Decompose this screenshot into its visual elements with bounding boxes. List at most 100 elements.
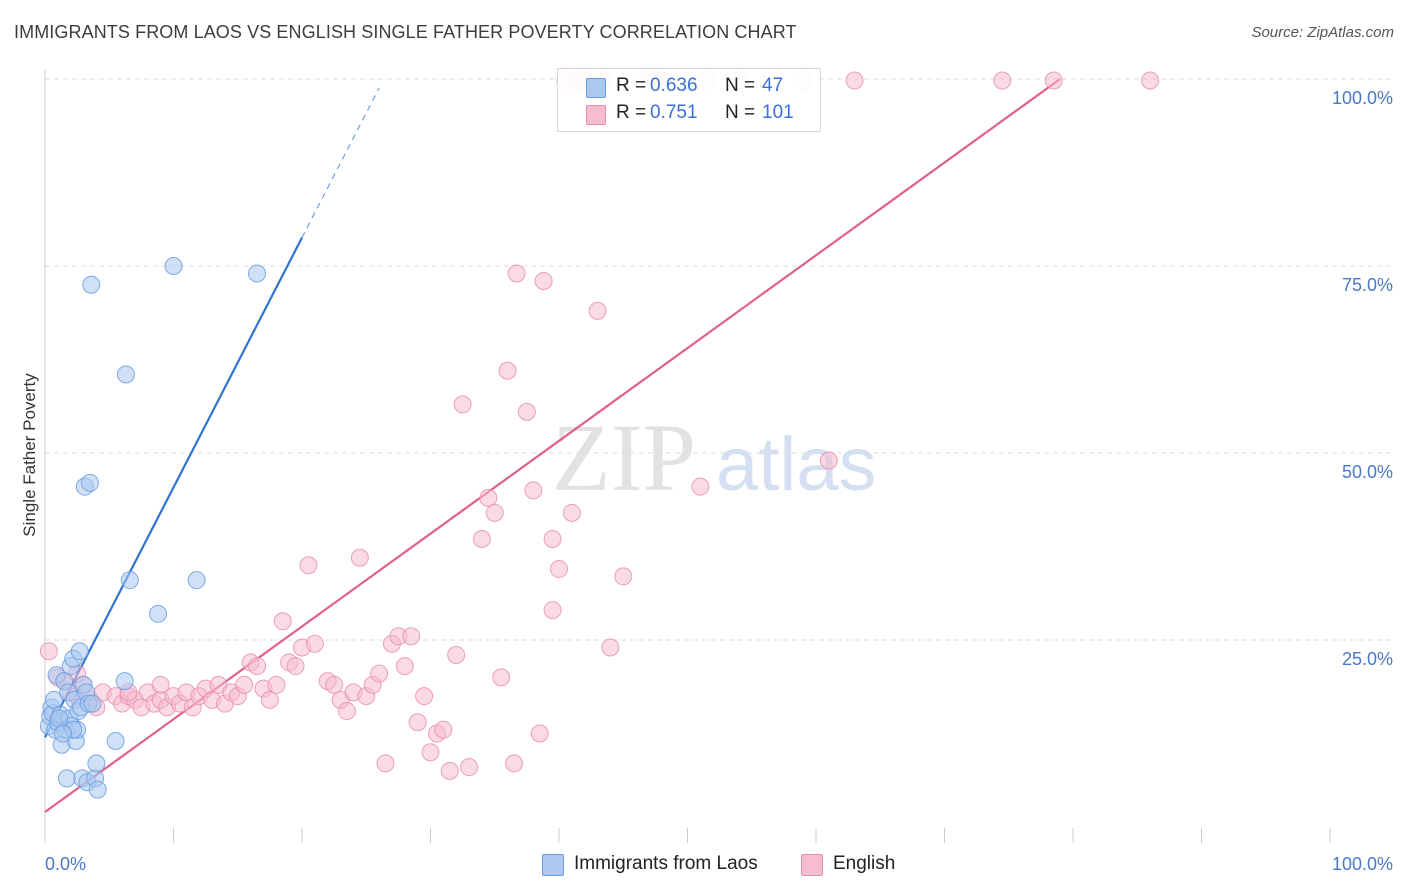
watermark-atlas: atlas xyxy=(716,422,877,507)
scatter-point-english xyxy=(325,675,344,694)
scatter-point-english xyxy=(260,690,279,709)
scatter-point-laos xyxy=(70,642,89,661)
scatter-point-english xyxy=(453,395,472,414)
scatter-point-laos xyxy=(115,672,134,691)
scatter-point-english xyxy=(248,657,267,676)
scatter-point-laos xyxy=(83,694,102,713)
legend-r-value: 0.751 xyxy=(650,102,698,123)
legend-row-english: R = 0.751 N = 101 xyxy=(558,100,820,128)
scatter-point-english xyxy=(492,668,511,687)
scatter-point-english xyxy=(1044,71,1063,90)
scatter-point-laos xyxy=(53,724,72,743)
scatter-point-english xyxy=(588,301,607,320)
axis-layer: 25.0% 50.0% 75.0% 100.0% 0.0% 100.0% xyxy=(44,70,1393,874)
scatter-point-english xyxy=(337,702,356,721)
source-attribution: Source: ZipAtlas.com xyxy=(1251,24,1394,41)
scatter-point-english xyxy=(479,488,498,507)
scatter-point-laos xyxy=(187,571,206,590)
scatter-point-english xyxy=(440,761,459,780)
legend-swatch-pink xyxy=(586,105,606,125)
scatter-point-english xyxy=(376,754,395,773)
y-tick-label: 75.0% xyxy=(1342,275,1393,295)
scatter-point-english xyxy=(415,687,434,706)
legend-n-value: 47 xyxy=(762,75,784,96)
scatter-point-laos xyxy=(164,257,183,275)
scatter-point-english xyxy=(305,634,324,653)
legend-row-laos: R = 0.636 N = 47 xyxy=(558,73,820,101)
scatter-point-english xyxy=(614,567,633,586)
scatter-point-laos xyxy=(57,769,76,788)
watermark-zip: ZIP xyxy=(552,404,696,511)
scatter-point-laos xyxy=(80,473,99,492)
legend-r-label: R = xyxy=(616,102,647,123)
legend-r-value: 0.636 xyxy=(650,75,698,96)
scatter-point-english xyxy=(472,530,491,549)
scatter-point-laos xyxy=(44,690,63,709)
scatter-point-english xyxy=(550,559,568,578)
scatter-point-laos xyxy=(87,754,106,773)
scatter-point-english xyxy=(447,645,466,664)
grid-layer xyxy=(45,78,1395,641)
scatter-point-english xyxy=(485,503,504,522)
scatter-point-laos xyxy=(116,365,135,384)
scatter-point-english xyxy=(543,601,562,620)
y-tick-label: 50.0% xyxy=(1342,462,1393,482)
scatter-point-english xyxy=(370,664,389,683)
bottom-legend-label: Immigrants from Laos xyxy=(574,853,758,874)
scatter-point-english xyxy=(543,530,562,549)
scatter-point-english xyxy=(39,642,58,661)
scatter-point-english xyxy=(505,754,524,773)
scatter-point-laos xyxy=(82,275,101,294)
scatter-point-laos xyxy=(149,604,168,623)
scatter-point-english xyxy=(691,477,710,496)
legend-n-label: N = xyxy=(725,75,756,96)
scatter-point-english xyxy=(819,451,838,470)
x-tick-label: 0.0% xyxy=(45,854,86,874)
scatter-point-english xyxy=(993,71,1012,90)
label-layer: Single Father Poverty xyxy=(20,373,39,537)
trendline-laos-extension xyxy=(301,87,380,238)
scatter-point-english xyxy=(267,675,286,694)
scatter-point-english xyxy=(402,627,421,646)
scatter-point-english xyxy=(151,675,170,694)
scatter-point-english xyxy=(460,758,479,777)
scatter-point-english xyxy=(517,402,536,421)
bottom-legend-swatch-pink xyxy=(801,854,823,876)
scatter-point-laos xyxy=(248,264,267,283)
scatter-point-english xyxy=(350,548,369,567)
scatter-point-laos xyxy=(120,571,139,590)
scatter-point-english xyxy=(395,657,414,676)
scatter-point-laos xyxy=(88,780,107,799)
scatter-point-english xyxy=(286,657,305,676)
y-tick-label: 25.0% xyxy=(1342,649,1393,669)
scatter-point-english xyxy=(235,675,254,694)
scatter-point-english xyxy=(421,743,440,762)
scatter-point-english xyxy=(562,503,581,522)
legend-swatch-blue xyxy=(586,78,606,98)
scatter-point-english xyxy=(601,638,620,657)
y-axis-label: Single Father Poverty xyxy=(20,373,39,537)
scatter-point-english xyxy=(498,361,517,380)
scatter-point-english xyxy=(299,556,318,575)
chart-title: IMMIGRANTS FROM LAOS VS ENGLISH SINGLE F… xyxy=(14,22,797,42)
scatter-point-english xyxy=(534,271,553,290)
scatter-point-laos xyxy=(50,709,69,728)
scatter-point-laos xyxy=(106,731,125,750)
points-layer xyxy=(39,71,1160,799)
legend-r-label: R = xyxy=(616,75,647,96)
stats-legend: R = 0.636 N = 47 R = 0.751 N = 101 xyxy=(557,68,821,132)
bottom-legend-label: English xyxy=(833,853,896,874)
legend-n-label: N = xyxy=(725,102,756,123)
scatter-point-english xyxy=(530,724,549,743)
scatter-point-english xyxy=(845,71,864,90)
legend-n-value: 101 xyxy=(762,102,794,123)
scatter-point-english xyxy=(1141,71,1160,90)
scatter-point-english xyxy=(507,264,526,283)
x-tick-label: 100.0% xyxy=(1332,854,1393,874)
y-tick-label: 100.0% xyxy=(1332,88,1393,108)
scatter-point-english xyxy=(434,720,453,739)
scatter-point-english xyxy=(524,481,543,500)
scatter-point-english xyxy=(273,612,292,631)
bottom-legend-swatch-blue xyxy=(542,854,564,876)
